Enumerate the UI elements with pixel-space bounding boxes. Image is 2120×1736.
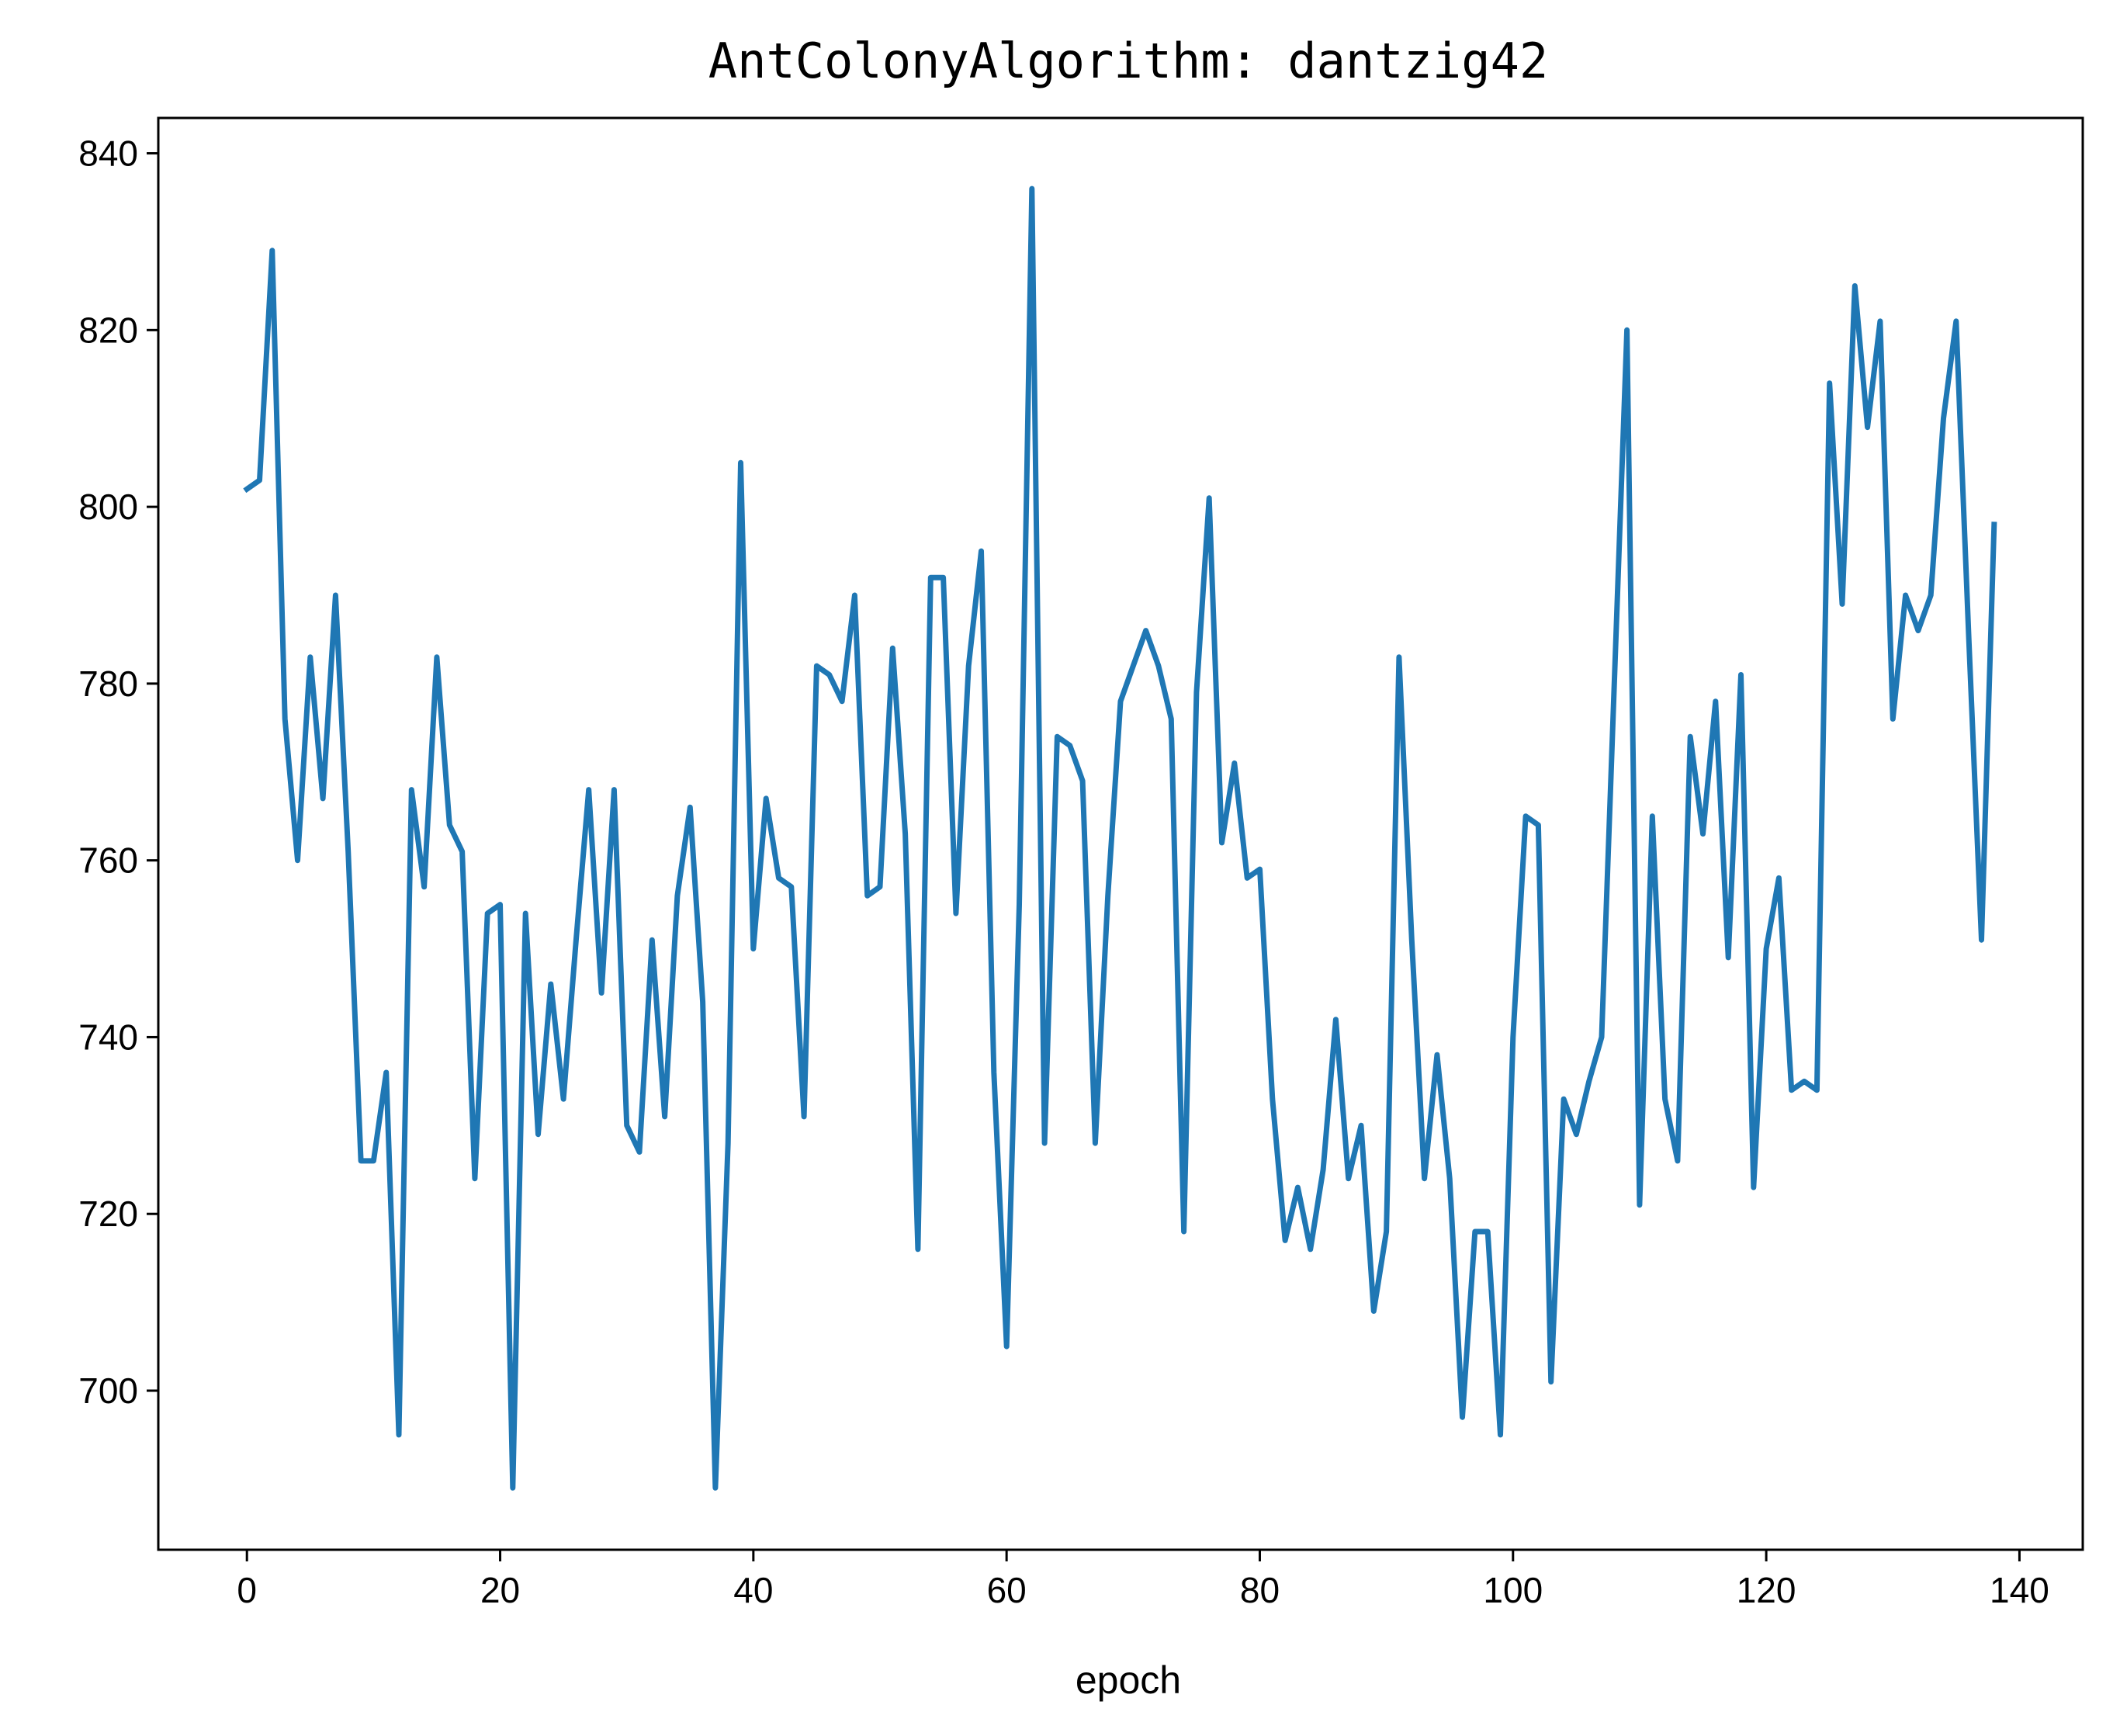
- y-tick-label: 780: [78, 664, 138, 704]
- x-tick-label: 0: [237, 1570, 257, 1610]
- x-axis-label: epoch: [1076, 1658, 1181, 1702]
- y-tick-label: 700: [78, 1370, 138, 1411]
- y-tick-label: 760: [78, 840, 138, 881]
- x-tick-label: 140: [1990, 1570, 2049, 1610]
- series-line: [243, 185, 1997, 1491]
- y-tick-label: 740: [78, 1017, 138, 1057]
- y-tick-label: 820: [78, 310, 138, 350]
- x-tick-label: 20: [480, 1570, 520, 1610]
- x-tick-label: 80: [1240, 1570, 1280, 1610]
- x-tick-label: 60: [987, 1570, 1027, 1610]
- x-tick-label: 120: [1737, 1570, 1796, 1610]
- chart-title: AntColonyAlgorithm: dantzig42: [708, 33, 1549, 89]
- plot-frame: [157, 116, 2084, 1551]
- y-tick-label: 800: [78, 487, 138, 527]
- y-tick-label: 720: [78, 1194, 138, 1234]
- x-tick-label: 40: [733, 1570, 773, 1610]
- y-tick-label: 840: [78, 133, 138, 174]
- plot-area: 0 20 40 60 80 100 120 140 700 720 740 760 780 800 820 8…: [78, 116, 2084, 1610]
- x-tick-label: 100: [1483, 1570, 1543, 1610]
